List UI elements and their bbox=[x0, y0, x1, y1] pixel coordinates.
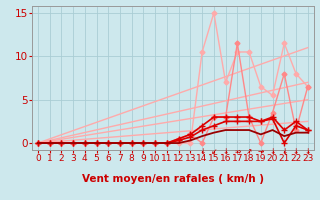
Text: ↓: ↓ bbox=[305, 147, 311, 156]
Text: ↓: ↓ bbox=[293, 147, 299, 156]
Text: ↓: ↓ bbox=[222, 147, 229, 156]
Text: ⇒: ⇒ bbox=[234, 147, 241, 156]
Text: ↓: ↓ bbox=[269, 147, 276, 156]
Text: ↗: ↗ bbox=[246, 147, 252, 156]
Text: →: → bbox=[258, 147, 264, 156]
Text: ↓: ↓ bbox=[199, 147, 205, 156]
X-axis label: Vent moyen/en rafales ( km/h ): Vent moyen/en rafales ( km/h ) bbox=[82, 174, 264, 184]
Text: ↓: ↓ bbox=[281, 147, 287, 156]
Text: ↙: ↙ bbox=[211, 147, 217, 156]
